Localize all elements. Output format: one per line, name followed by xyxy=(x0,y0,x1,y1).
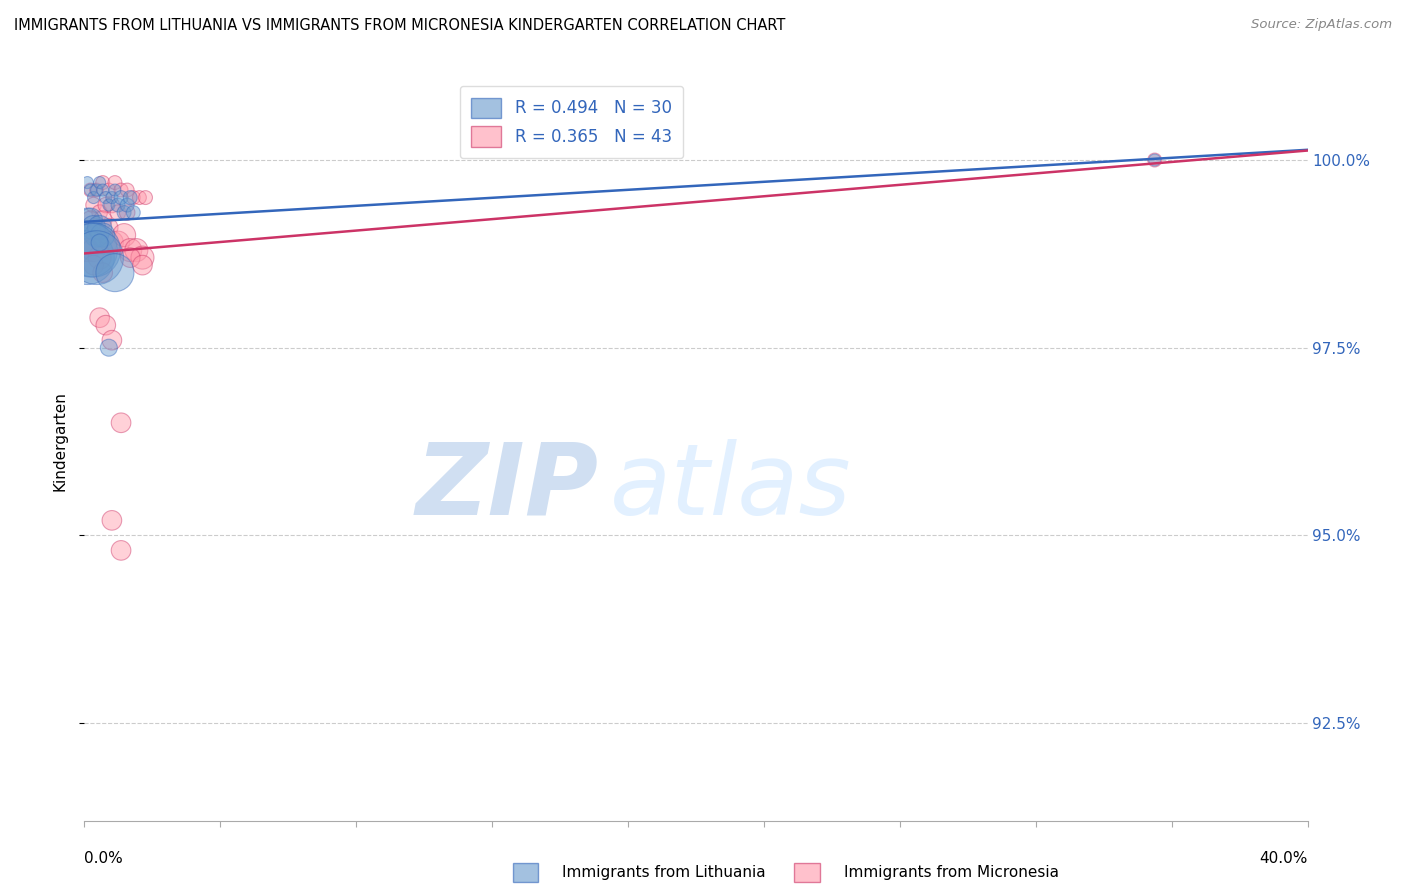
Point xyxy=(131,251,153,265)
Point xyxy=(94,318,117,333)
Point xyxy=(122,190,145,204)
Legend: R = 0.494   N = 30, R = 0.365   N = 43: R = 0.494 N = 30, R = 0.365 N = 43 xyxy=(460,86,683,158)
Point xyxy=(89,220,111,235)
Point xyxy=(89,176,111,190)
Point xyxy=(101,235,124,250)
Point xyxy=(94,235,117,250)
Point xyxy=(83,243,105,257)
Point xyxy=(91,266,114,280)
Point xyxy=(110,190,132,204)
Point xyxy=(128,190,150,204)
Point xyxy=(86,220,108,235)
Point xyxy=(86,183,108,197)
Point xyxy=(104,266,127,280)
Text: 0.0%: 0.0% xyxy=(84,851,124,866)
Text: Source: ZipAtlas.com: Source: ZipAtlas.com xyxy=(1251,18,1392,31)
Point xyxy=(79,213,101,227)
Point xyxy=(104,183,127,197)
Point xyxy=(101,333,124,347)
Point xyxy=(1143,153,1166,167)
Point xyxy=(110,543,132,558)
Point xyxy=(120,190,142,204)
Point xyxy=(86,251,108,265)
Point xyxy=(97,220,120,235)
Point xyxy=(112,205,135,219)
Point xyxy=(89,235,111,250)
Point xyxy=(79,183,101,197)
Point xyxy=(79,213,101,227)
Y-axis label: Kindergarten: Kindergarten xyxy=(52,392,67,491)
Point xyxy=(135,190,157,204)
Point xyxy=(83,190,105,204)
Point xyxy=(91,228,114,243)
Point xyxy=(1143,153,1166,167)
Point xyxy=(107,235,129,250)
Point xyxy=(86,228,108,243)
Point xyxy=(79,243,101,257)
Point xyxy=(83,220,105,235)
Point xyxy=(115,205,138,219)
Point xyxy=(89,310,111,325)
Text: 40.0%: 40.0% xyxy=(1260,851,1308,866)
Point xyxy=(94,190,117,204)
Point xyxy=(97,198,120,212)
Text: atlas: atlas xyxy=(610,439,852,535)
Point xyxy=(120,251,142,265)
Point xyxy=(76,176,98,190)
Point xyxy=(83,258,105,272)
Point xyxy=(125,243,148,257)
Point xyxy=(89,205,111,219)
Point xyxy=(97,341,120,355)
Point xyxy=(112,228,135,243)
Point xyxy=(83,243,105,257)
Point xyxy=(101,190,124,204)
Point xyxy=(76,251,98,265)
Point xyxy=(115,183,138,197)
Point xyxy=(86,228,108,243)
Point xyxy=(89,251,111,265)
Point xyxy=(83,198,105,212)
Point xyxy=(91,213,114,227)
Point xyxy=(94,198,117,212)
Text: IMMIGRANTS FROM LITHUANIA VS IMMIGRANTS FROM MICRONESIA KINDERGARTEN CORRELATION: IMMIGRANTS FROM LITHUANIA VS IMMIGRANTS … xyxy=(14,18,786,33)
Point xyxy=(97,183,120,197)
Point xyxy=(120,243,142,257)
Point xyxy=(131,258,153,272)
Point xyxy=(76,243,98,257)
Point xyxy=(79,183,101,197)
Text: Immigrants from Lithuania: Immigrants from Lithuania xyxy=(562,865,766,880)
Point xyxy=(91,176,114,190)
Text: Immigrants from Micronesia: Immigrants from Micronesia xyxy=(844,865,1059,880)
Point xyxy=(79,235,101,250)
Text: ZIP: ZIP xyxy=(415,439,598,535)
Point xyxy=(91,183,114,197)
Point xyxy=(122,205,145,219)
Point xyxy=(115,198,138,212)
Point xyxy=(104,176,127,190)
Point xyxy=(110,416,132,430)
Point xyxy=(76,213,98,227)
Point xyxy=(101,198,124,212)
Point xyxy=(101,513,124,527)
Point xyxy=(107,198,129,212)
Point xyxy=(107,205,129,219)
Point xyxy=(86,183,108,197)
Point xyxy=(110,183,132,197)
